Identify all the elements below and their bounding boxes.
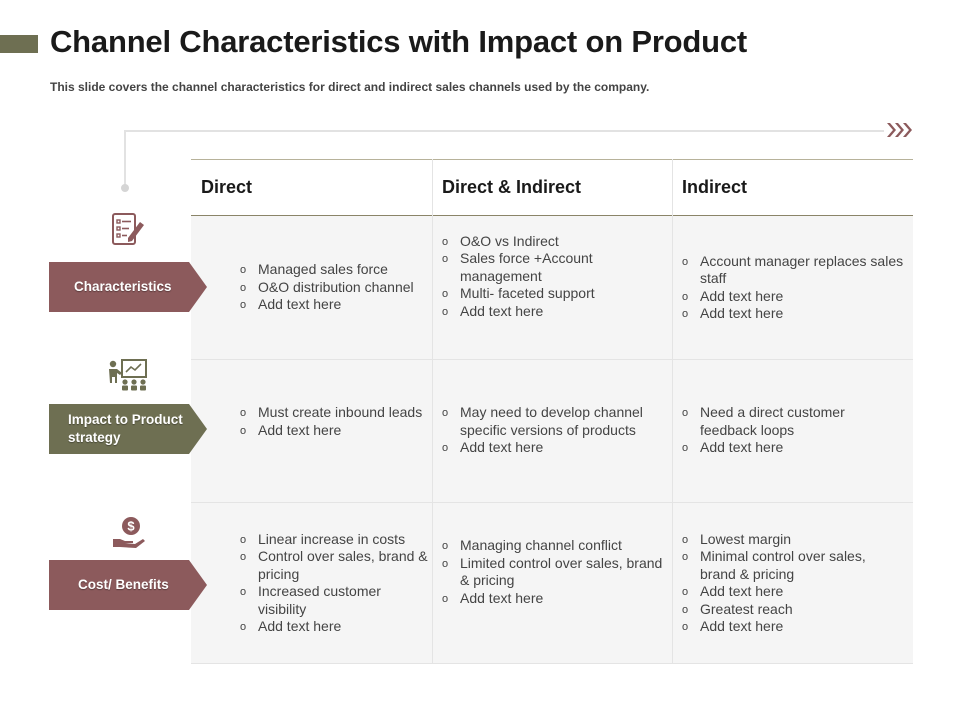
list-item: Minimal control over sales, brand & pric… [682,548,905,583]
table-cell: Linear increase in costs Control over sa… [230,503,432,663]
list-item: Must create inbound leads [240,404,422,422]
list-item: Control over sales, brand & pricing [240,548,428,583]
page-subtitle: This slide covers the channel characteri… [50,80,650,94]
list-item: Need a direct customer feedback loops [682,404,905,439]
table-divider [191,502,913,503]
list-item: Add text here [682,439,905,457]
table-divider [191,663,913,664]
row-label-text: Impact to Product strategy [68,412,183,445]
money-hand-icon: $ [111,515,147,556]
table-cell: Managing channel conflict Limited contro… [432,503,672,663]
connector-dot [121,184,129,192]
table-cell: Lowest margin Minimal control over sales… [672,503,913,663]
table-cell: Need a direct customer feedback loops Ad… [672,360,913,502]
list-item: Add text here [682,288,905,306]
presentation-icon [107,357,151,398]
list-item: Increased customer visibility [240,583,428,618]
list-item: O&O vs Indirect [442,233,664,251]
table-cell: Account manager replaces sales staff Add… [672,216,913,359]
list-item: Add text here [240,296,414,314]
list-item: Add text here [682,583,905,601]
channel-table: Direct Direct & Indirect Indirect Manage… [191,159,913,664]
list-item: Multi- faceted support [442,285,664,303]
row-label-cost-benefits: Cost/ Benefits [49,560,207,610]
list-item: Add text here [240,618,428,636]
connector-line-horizontal [124,130,884,132]
table-divider [191,159,913,160]
column-divider [672,159,673,664]
row-label-characteristics: Characteristics [49,262,207,312]
list-item: May need to develop channel specific ver… [442,404,664,439]
row-label-text: Characteristics [74,279,172,294]
list-item: Add text here [442,303,664,321]
list-item: Limited control over sales, brand & pric… [442,555,664,590]
table-cell: Managed sales force O&O distribution cha… [230,216,432,359]
list-item: Managing channel conflict [442,537,664,555]
row-label-text: Cost/ Benefits [78,577,169,592]
table-cell: May need to develop channel specific ver… [432,360,672,502]
checklist-icon [110,212,146,253]
list-item: O&O distribution channel [240,279,414,297]
svg-text:$: $ [127,519,135,534]
table-cell: Must create inbound leads Add text here [230,360,432,502]
column-header-direct-indirect: Direct & Indirect [442,176,582,197]
column-header-direct: Direct [201,176,253,197]
column-header-indirect: Indirect [682,176,748,197]
list-item: Account manager replaces sales staff [682,253,905,288]
list-item: Add text here [442,439,664,457]
title-accent-bar [0,35,38,53]
list-item: Add text here [240,422,422,440]
chevron-right-icon [886,121,914,139]
table-divider [191,215,913,216]
column-divider [432,159,433,664]
row-label-impact-product-strategy: Impact to Product strategy [49,404,207,454]
list-item: Add text here [442,590,664,608]
list-item: Greatest reach [682,601,905,619]
page-title: Channel Characteristics with Impact on P… [50,24,748,59]
list-item: Add text here [682,305,905,323]
list-item: Linear increase in costs [240,531,428,549]
table-divider [191,359,913,360]
list-item: Lowest margin [682,531,905,549]
connector-line-vertical [124,131,126,185]
table-cell: O&O vs Indirect Sales force +Account man… [432,216,672,359]
list-item: Managed sales force [240,261,414,279]
list-item: Sales force +Account management [442,250,664,285]
list-item: Add text here [682,618,905,636]
